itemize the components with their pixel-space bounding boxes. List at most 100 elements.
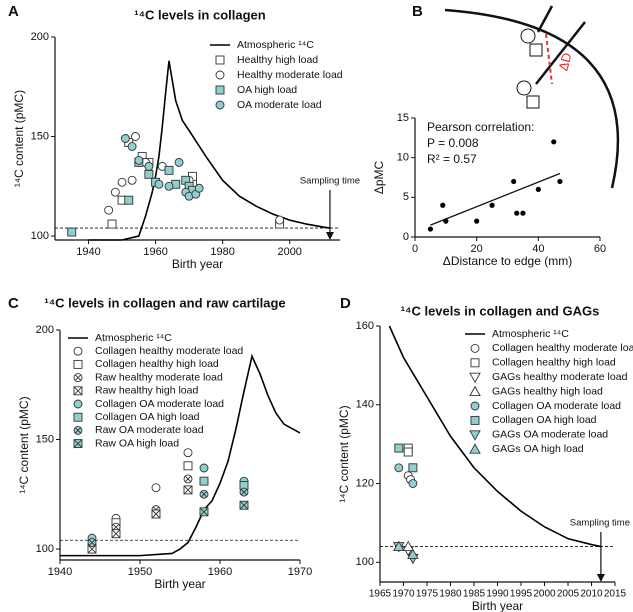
marker-shape bbox=[469, 372, 481, 384]
x-axis-label: Birth year bbox=[154, 577, 205, 591]
point bbox=[199, 463, 209, 473]
diagram bbox=[444, 5, 620, 189]
marker-shape bbox=[107, 219, 117, 229]
x-axis-label: Birth year bbox=[472, 599, 523, 612]
legend-marker bbox=[73, 439, 83, 449]
chart-title: ¹⁴C levels in collagen and GAGs bbox=[401, 303, 600, 318]
x-tick-label: 1960 bbox=[208, 566, 232, 578]
marker-shape bbox=[127, 175, 137, 185]
x-tick-label: 1995 bbox=[510, 589, 533, 600]
y-tick-label: 120 bbox=[356, 477, 374, 489]
point bbox=[154, 179, 164, 189]
sample-circle bbox=[520, 28, 536, 44]
marker-shape bbox=[520, 210, 526, 216]
sample-circle bbox=[516, 80, 532, 96]
x-tick-label: 60 bbox=[594, 243, 606, 255]
legend-label: Healthy high load bbox=[237, 54, 318, 66]
legend-label: GAGs OA moderate load bbox=[492, 429, 608, 441]
y-tick-label: 200 bbox=[36, 324, 54, 336]
marker-shape bbox=[215, 55, 225, 65]
marker-shape bbox=[73, 359, 83, 369]
legend-label: Atmospheric ¹⁴C bbox=[492, 328, 569, 340]
marker-shape bbox=[144, 169, 154, 179]
x-tick-label: 0 bbox=[412, 243, 418, 255]
marker-cross bbox=[74, 427, 82, 434]
point bbox=[151, 483, 161, 493]
point bbox=[127, 142, 137, 151]
marker-shape bbox=[120, 134, 130, 143]
marker-shape bbox=[174, 157, 184, 167]
point bbox=[164, 181, 174, 191]
y-tick-label: 15 bbox=[397, 112, 409, 124]
marker-cross bbox=[183, 485, 193, 495]
point bbox=[134, 155, 144, 165]
point bbox=[520, 210, 526, 216]
point bbox=[394, 463, 404, 473]
legend-label: Collagen OA high load bbox=[95, 411, 200, 423]
marker-shape bbox=[215, 100, 225, 110]
y-tick-label: 200 bbox=[31, 31, 49, 43]
point bbox=[183, 474, 193, 484]
marker-shape bbox=[67, 227, 77, 237]
legend-label: Collagen healthy moderate load bbox=[95, 345, 243, 357]
marker-cross bbox=[239, 500, 249, 510]
marker-shape bbox=[110, 187, 120, 197]
point bbox=[474, 218, 480, 224]
marker-cross bbox=[151, 509, 161, 519]
marker-shape bbox=[183, 448, 193, 458]
legend-label: Collagen healthy moderate load bbox=[492, 342, 633, 354]
point bbox=[199, 507, 209, 517]
marker-shape bbox=[394, 463, 404, 473]
x-tick-label: 1965 bbox=[369, 589, 392, 600]
sample-line bbox=[536, 5, 554, 33]
point bbox=[393, 540, 405, 552]
point bbox=[151, 509, 161, 519]
point bbox=[117, 177, 127, 187]
data-line bbox=[388, 325, 602, 548]
marker-shape bbox=[535, 186, 541, 192]
sample-square bbox=[526, 95, 540, 109]
legend-label: OA moderate load bbox=[237, 99, 322, 111]
marker-cross bbox=[184, 475, 192, 483]
point bbox=[144, 169, 154, 179]
point bbox=[199, 489, 209, 499]
x-axis-label: ΔDistance to edge (mm) bbox=[443, 254, 572, 268]
x-tick-label: 2010 bbox=[580, 589, 603, 600]
y-tick-label: 0 bbox=[403, 231, 409, 243]
marker-shape bbox=[470, 401, 480, 411]
point bbox=[183, 448, 193, 458]
marker-shape bbox=[469, 385, 481, 397]
legend-label: Collagen OA moderate load bbox=[492, 400, 621, 412]
y-tick-label: 140 bbox=[356, 399, 374, 411]
marker-shape bbox=[407, 548, 419, 559]
point bbox=[104, 205, 114, 215]
marker-shape bbox=[551, 139, 557, 145]
marker-cross bbox=[200, 491, 208, 498]
x-tick-label: 2000 bbox=[533, 589, 556, 600]
legend-marker bbox=[469, 443, 481, 454]
y-tick-label: 150 bbox=[36, 433, 54, 445]
marker-shape bbox=[440, 202, 446, 208]
point bbox=[164, 165, 174, 175]
edge-arc bbox=[444, 8, 620, 189]
point bbox=[183, 461, 193, 471]
point bbox=[111, 529, 121, 539]
marker-shape bbox=[470, 358, 480, 368]
y-tick-label: 100 bbox=[356, 556, 374, 568]
legend-label: Collagen healthy high load bbox=[492, 357, 616, 369]
stat-text: Pearson correlation: bbox=[427, 120, 534, 134]
x-tick-label: 20 bbox=[471, 243, 483, 255]
point bbox=[403, 447, 413, 457]
point bbox=[239, 487, 249, 497]
legend-marker bbox=[73, 399, 83, 409]
legend-marker bbox=[73, 425, 83, 435]
marker-cross bbox=[112, 524, 120, 531]
marker-shape bbox=[215, 70, 225, 80]
y-axis-label: ¹⁴C content (pMC) bbox=[337, 405, 351, 502]
marker-shape bbox=[151, 483, 161, 493]
panel-letter: A bbox=[8, 3, 19, 20]
legend-label: GAGs OA high load bbox=[492, 443, 584, 455]
legend-marker bbox=[470, 358, 480, 368]
legend-marker bbox=[215, 100, 225, 110]
